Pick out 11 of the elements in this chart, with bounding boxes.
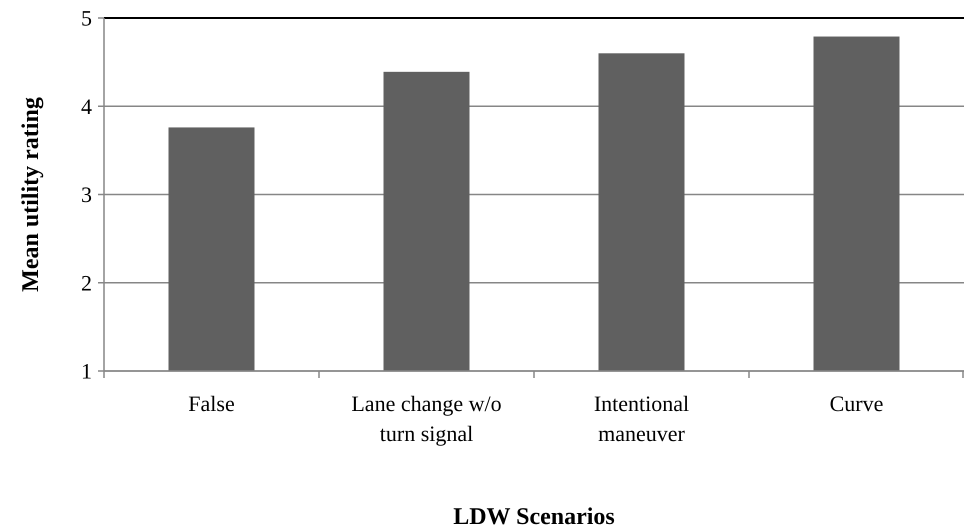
y-tick-label: 4 (81, 94, 92, 119)
x-tick-label: Curve (830, 391, 884, 416)
x-axis-title: LDW Scenarios (453, 504, 615, 530)
y-tick-label: 5 (81, 6, 92, 31)
y-tick-label: 2 (81, 270, 92, 296)
x-tick-label: Lane change w/o turn signal (351, 391, 502, 446)
y-tick-label: 3 (81, 182, 92, 208)
x-tick-label: Intentional maneuver (594, 391, 690, 446)
x-tick-label: False (188, 391, 235, 416)
y-tick-label: 1 (81, 358, 92, 384)
y-axis-title: Mean utility rating (18, 97, 44, 292)
